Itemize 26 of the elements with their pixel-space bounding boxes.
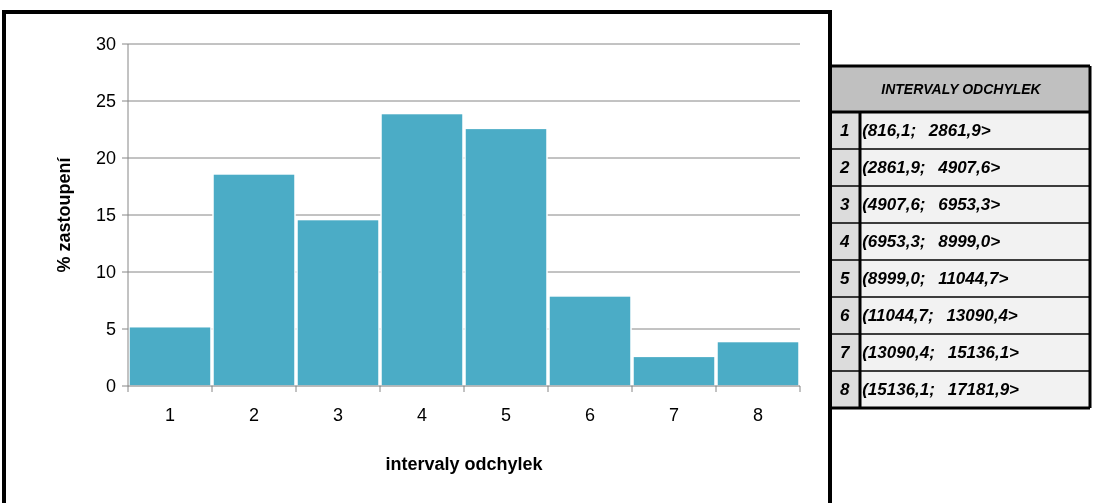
- x-tick-label: 1: [164, 405, 176, 425]
- x-tick-label: 2: [248, 405, 260, 425]
- text: 3 (4907,6; 6953,3>: [840, 195, 1001, 215]
- y-tick-label: 25: [95, 91, 116, 112]
- x-tick-label: 3: [332, 405, 344, 425]
- text: 5 (8999,0; 11044,7>: [840, 269, 1009, 289]
- y-tick-label: 20: [95, 148, 116, 169]
- text: 7 (13090,4; 15136,1>: [840, 343, 1020, 363]
- text: 8 (15136,1; 17181,9>: [840, 380, 1020, 400]
- text: INTERVALY ODCHYLEK: [881, 80, 1042, 97]
- x-tick-label: 8: [752, 405, 764, 425]
- x-tick-label: 7: [668, 405, 680, 425]
- text: 6 (11044,7; 13090,4>: [840, 306, 1018, 326]
- y-tick-label: 15: [95, 205, 116, 226]
- y-axis-title: % zastoupení: [54, 156, 74, 273]
- x-tick-label: 4: [416, 405, 428, 425]
- text: 1 (816,1; 2861,9>: [840, 121, 991, 141]
- x-axis-title: intervaly odchylek: [385, 454, 544, 474]
- y-tick-label: 5: [105, 319, 116, 340]
- x-tick-label: 5: [500, 405, 512, 425]
- text: 2 (2861,9; 4907,6>: [839, 158, 1001, 178]
- y-tick-label: 30: [95, 34, 116, 55]
- text: 4 (6953,3; 8999,0>: [839, 232, 1001, 252]
- x-tick-label: 6: [584, 405, 596, 425]
- y-tick-label: 10: [95, 262, 116, 283]
- y-tick-label: 0: [105, 376, 116, 397]
